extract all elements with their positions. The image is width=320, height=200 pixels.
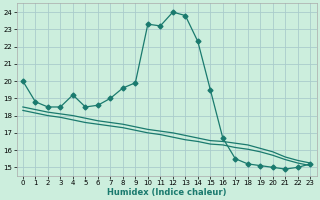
X-axis label: Humidex (Indice chaleur): Humidex (Indice chaleur) [107, 188, 226, 197]
